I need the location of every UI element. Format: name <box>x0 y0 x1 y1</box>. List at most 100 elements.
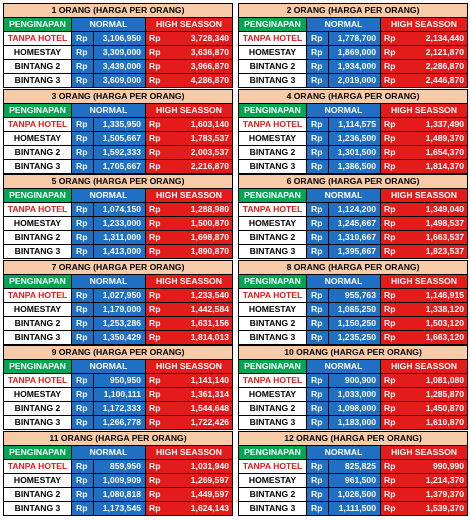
table-row: BINTANG 2 Rp 1,098,000 Rp 1,450,870 <box>238 401 469 416</box>
row-label: TANPA HOTEL <box>238 116 307 132</box>
row-label: HOMESTAY <box>238 130 307 146</box>
row-label: BINTANG 2 <box>3 144 72 160</box>
table-row: HOMESTAY Rp 1,085,250 Rp 1,338,120 <box>238 301 469 317</box>
table-row: TANPA HOTEL Rp 955,763 Rp 1,146,915 <box>238 287 469 303</box>
currency-label: Rp <box>384 204 396 214</box>
high-season-price: 1,783,537 <box>190 132 230 143</box>
high-season-cell: Rp 3,728,340 <box>144 31 234 46</box>
normal-price: 1,386,500 <box>328 158 381 174</box>
high-season-price: 2,286,870 <box>425 61 465 71</box>
high-season-cell: Rp 1,288,980 <box>144 202 234 217</box>
table-row: BINTANG 3 Rp 1,413,000 Rp 1,890,870 <box>3 244 234 259</box>
normal-price: 1,335,950 <box>93 116 146 132</box>
currency-label: Rp <box>71 144 94 160</box>
currency-label: Rp <box>384 289 396 300</box>
currency-label: Rp <box>149 331 161 342</box>
high-season-price: 1,361,314 <box>190 389 230 399</box>
row-label: TANPA HOTEL <box>238 458 307 474</box>
high-season-price: 2,003,537 <box>190 146 230 157</box>
header-normal: NORMAL <box>306 273 381 289</box>
currency-label: Rp <box>384 403 396 413</box>
currency-label: Rp <box>149 132 161 143</box>
high-season-cell: Rp 1,503,120 <box>379 315 469 331</box>
row-label: HOMESTAY <box>3 130 72 146</box>
high-season-cell: Rp 990,990 <box>379 458 469 474</box>
table-row: BINTANG 2 Rp 1,934,000 Rp 2,286,870 <box>238 59 469 74</box>
high-season-cell: Rp 1,489,370 <box>379 130 469 146</box>
header-penginapan: PENGINAPAN <box>3 102 72 118</box>
high-season-price: 1,450,870 <box>425 403 465 413</box>
high-season-cell: Rp 4,286,870 <box>144 73 234 88</box>
normal-price: 1,100,111 <box>93 387 146 402</box>
table-title: 3 ORANG (HARGA PER ORANG) <box>2 88 234 104</box>
header-normal: NORMAL <box>306 102 381 118</box>
high-season-cell: Rp 1,269,597 <box>144 472 234 488</box>
table-row: BINTANG 2 Rp 1,253,286 Rp 1,631,156 <box>3 315 234 331</box>
high-season-price: 1,498,537 <box>425 218 465 228</box>
high-season-price: 1,214,370 <box>425 474 465 485</box>
currency-label: Rp <box>149 460 161 471</box>
table-title: 8 ORANG (HARGA PER ORANG) <box>237 259 469 275</box>
normal-price: 1,027,950 <box>93 287 146 303</box>
high-season-price: 3,728,340 <box>190 33 230 43</box>
normal-price: 3,309,000 <box>93 45 146 60</box>
high-season-price: 1,654,370 <box>425 146 465 157</box>
price-table: 4 ORANG (HARGA PER ORANG) PENGINAPAN NOR… <box>237 88 469 174</box>
high-season-price: 2,216,870 <box>190 160 230 171</box>
normal-price: 1,350,429 <box>93 329 146 345</box>
header-penginapan: PENGINAPAN <box>3 17 72 32</box>
header-penginapan: PENGINAPAN <box>238 188 307 203</box>
row-label: BINTANG 3 <box>3 415 72 430</box>
normal-price: 1,098,000 <box>328 401 381 416</box>
currency-label: Rp <box>71 202 94 217</box>
price-table: 9 ORANG (HARGA PER ORANG) PENGINAPAN NOR… <box>2 345 234 430</box>
normal-price: 1,301,500 <box>328 144 381 160</box>
header-normal: NORMAL <box>306 444 381 460</box>
currency-label: Rp <box>384 389 396 399</box>
header-high-season: HIGH SEASSON <box>379 17 469 32</box>
currency-label: Rp <box>149 502 161 513</box>
normal-price: 1,245,667 <box>328 216 381 231</box>
high-season-price: 1,233,540 <box>190 289 230 300</box>
table-row: TANPA HOTEL Rp 859,950 Rp 1,031,940 <box>3 458 234 474</box>
normal-price: 1,310,667 <box>328 230 381 245</box>
table-row: HOMESTAY Rp 1,869,000 Rp 2,121,870 <box>238 45 469 60</box>
table-row: BINTANG 2 Rp 1,080,818 Rp 1,449,597 <box>3 486 234 502</box>
currency-label: Rp <box>306 45 329 60</box>
table-row: TANPA HOTEL Rp 1,124,200 Rp 1,349,040 <box>238 202 469 217</box>
high-season-price: 2,134,440 <box>425 33 465 43</box>
price-table: 3 ORANG (HARGA PER ORANG) PENGINAPAN NOR… <box>2 88 234 174</box>
normal-price: 1,114,575 <box>328 116 381 132</box>
header-penginapan: PENGINAPAN <box>3 359 72 374</box>
table-row: BINTANG 2 Rp 1,301,500 Rp 1,654,370 <box>238 144 469 160</box>
header-normal: NORMAL <box>71 102 146 118</box>
currency-label: Rp <box>384 331 396 342</box>
currency-label: Rp <box>306 329 329 345</box>
table-row: HOMESTAY Rp 1,245,667 Rp 1,498,537 <box>238 216 469 231</box>
header-normal: NORMAL <box>306 359 381 374</box>
normal-price: 1,233,000 <box>93 216 146 231</box>
table-row: TANPA HOTEL Rp 1,074,150 Rp 1,288,980 <box>3 202 234 217</box>
currency-label: Rp <box>71 158 94 174</box>
currency-label: Rp <box>384 160 396 171</box>
high-season-cell: Rp 1,603,140 <box>144 116 234 132</box>
table-title: 7 ORANG (HARGA PER ORANG) <box>2 259 234 275</box>
high-season-price: 1,141,140 <box>190 375 230 385</box>
header-high-season: HIGH SEASSON <box>379 273 469 289</box>
currency-label: Rp <box>71 500 94 516</box>
currency-label: Rp <box>149 61 161 71</box>
table-row: BINTANG 2 Rp 1,311,000 Rp 1,698,870 <box>3 230 234 245</box>
currency-label: Rp <box>71 415 94 430</box>
normal-price: 1,179,000 <box>93 301 146 317</box>
table-row: BINTANG 3 Rp 1,386,500 Rp 1,814,370 <box>238 158 469 174</box>
currency-label: Rp <box>71 45 94 60</box>
high-season-cell: Rp 1,783,537 <box>144 130 234 146</box>
currency-label: Rp <box>306 130 329 146</box>
currency-label: Rp <box>306 158 329 174</box>
high-season-cell: Rp 1,663,537 <box>379 230 469 245</box>
high-season-cell: Rp 2,446,870 <box>379 73 469 88</box>
currency-label: Rp <box>149 474 161 485</box>
high-season-cell: Rp 1,544,648 <box>144 401 234 416</box>
normal-price: 1,592,333 <box>93 144 146 160</box>
high-season-cell: Rp 2,003,537 <box>144 144 234 160</box>
